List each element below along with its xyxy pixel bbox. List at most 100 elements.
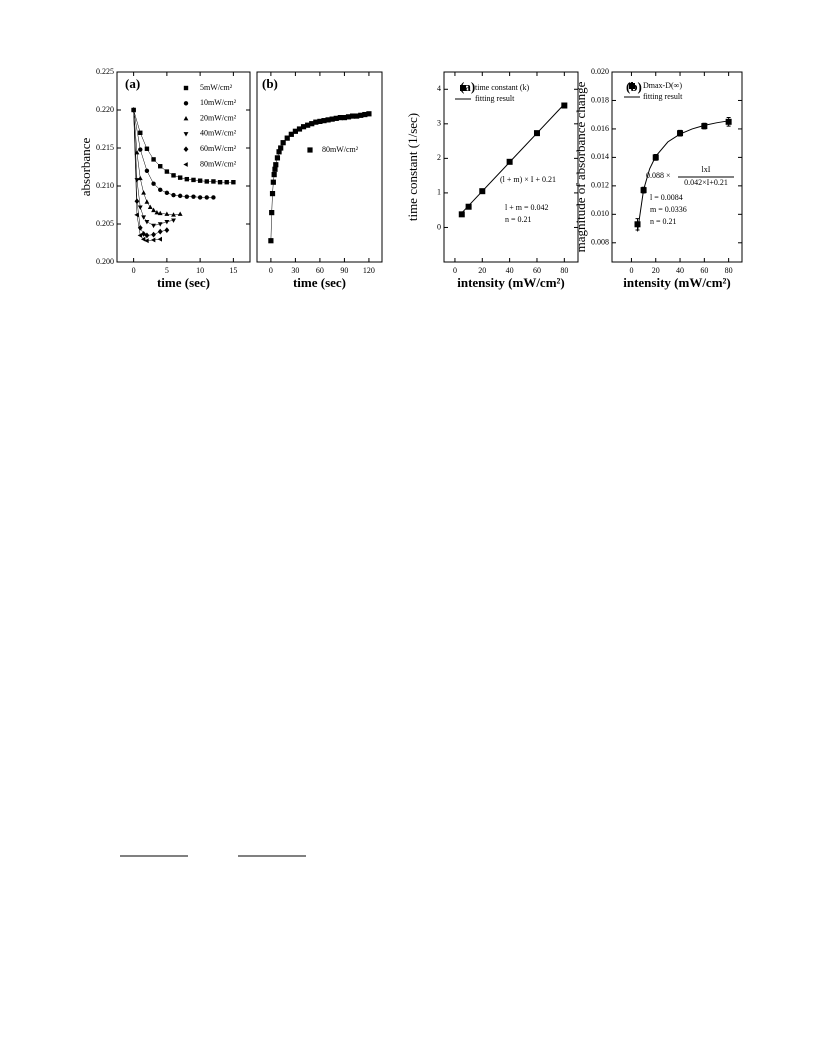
- marker: [329, 116, 335, 122]
- marker: [138, 147, 143, 152]
- series-line: [461, 103, 565, 214]
- x-tick-label: 0: [269, 266, 273, 275]
- marker: [157, 210, 163, 216]
- marker: [154, 209, 160, 215]
- marker: [144, 199, 150, 204]
- marker: [278, 145, 284, 151]
- legend-label: 20mW/cm²: [200, 113, 237, 122]
- legend-label: 80mW/cm²: [322, 145, 359, 154]
- annotation: 0.042×I+0.21: [684, 178, 728, 187]
- marker: [458, 211, 465, 218]
- x-tick-label: 40: [506, 266, 514, 275]
- marker: [134, 198, 140, 205]
- marker: [317, 118, 323, 124]
- legend-marker: [183, 101, 189, 106]
- legend-marker: [183, 146, 189, 153]
- marker: [204, 179, 209, 184]
- marker: [701, 123, 708, 130]
- marker: [191, 194, 196, 199]
- marker: [280, 140, 286, 146]
- marker: [268, 238, 274, 244]
- series-line: [133, 109, 234, 183]
- marker: [151, 207, 156, 213]
- marker: [141, 190, 147, 195]
- marker: [677, 130, 684, 137]
- y-axis-label: magnitude of absorbance change: [573, 81, 588, 252]
- panel-label: (b): [262, 76, 278, 91]
- y-tick-label: 0.020: [591, 67, 609, 76]
- plot-frame: [611, 71, 743, 263]
- marker: [217, 180, 223, 185]
- x-tick-label: 0: [453, 266, 457, 275]
- plot-frame: [443, 71, 579, 263]
- marker: [138, 130, 143, 135]
- marker: [137, 175, 143, 181]
- legend-label: Dmax-D(∞): [643, 81, 682, 90]
- marker: [197, 178, 203, 183]
- marker: [141, 215, 147, 220]
- marker: [274, 155, 281, 161]
- legend-label: fitting result: [643, 92, 683, 101]
- x-tick-label: 120: [363, 266, 375, 275]
- y-tick-label: 0.016: [591, 124, 609, 133]
- y-axis-label: absorbance: [78, 138, 93, 197]
- x-tick-label: 0: [132, 266, 136, 275]
- legend-marker: [183, 85, 189, 91]
- marker: [269, 210, 275, 216]
- marker: [325, 117, 331, 123]
- y-tick-label: 0.010: [591, 209, 609, 218]
- annotation: n = 0.21: [505, 215, 532, 224]
- marker: [144, 219, 150, 225]
- marker: [158, 187, 163, 192]
- marker: [292, 128, 298, 134]
- y-tick-label: 0.012: [591, 181, 609, 190]
- marker: [337, 115, 343, 121]
- y-tick-label: 0.014: [591, 152, 609, 161]
- legend-label: 80mW/cm²: [200, 159, 237, 168]
- marker: [164, 169, 170, 174]
- marker: [345, 114, 352, 120]
- marker: [157, 222, 163, 227]
- marker: [144, 238, 149, 244]
- marker: [354, 113, 360, 119]
- x-tick-label: 80: [725, 266, 733, 275]
- annotation: l = 0.0084: [650, 193, 683, 202]
- marker: [305, 122, 311, 128]
- x-tick-label: 20: [478, 266, 486, 275]
- marker: [134, 212, 139, 218]
- annotation: 0.088 ×: [646, 171, 671, 180]
- y-tick-label: 0.210: [96, 181, 114, 190]
- x-tick-label: 5: [165, 266, 169, 275]
- marker: [184, 176, 190, 182]
- marker: [270, 179, 276, 185]
- marker: [191, 177, 196, 183]
- legend-marker: [629, 83, 635, 89]
- x-tick-label: 10: [196, 266, 204, 275]
- marker: [465, 203, 472, 210]
- y-tick-label: 0.018: [591, 95, 609, 104]
- x-tick-label: 20: [652, 266, 660, 275]
- legend-label: fitting result: [475, 94, 515, 103]
- marker: [137, 205, 143, 210]
- marker: [177, 193, 183, 199]
- y-tick-label: 1: [437, 188, 441, 197]
- marker: [296, 126, 303, 132]
- marker: [725, 118, 732, 125]
- marker: [184, 194, 190, 199]
- marker: [211, 179, 216, 184]
- x-tick-label: 90: [340, 266, 348, 275]
- marker: [272, 166, 278, 172]
- x-axis-label: time (sec): [293, 275, 346, 290]
- marker: [171, 192, 176, 198]
- x-tick-label: 80: [560, 266, 568, 275]
- marker: [271, 172, 277, 178]
- marker: [349, 113, 356, 119]
- legend-marker: [183, 162, 188, 167]
- y-tick-label: 0.215: [96, 143, 114, 152]
- marker: [300, 124, 307, 130]
- marker: [158, 164, 163, 169]
- marker: [333, 115, 339, 121]
- y-axis-label: time constant (1/sec): [405, 113, 420, 221]
- y-tick-label: 0.225: [96, 67, 114, 76]
